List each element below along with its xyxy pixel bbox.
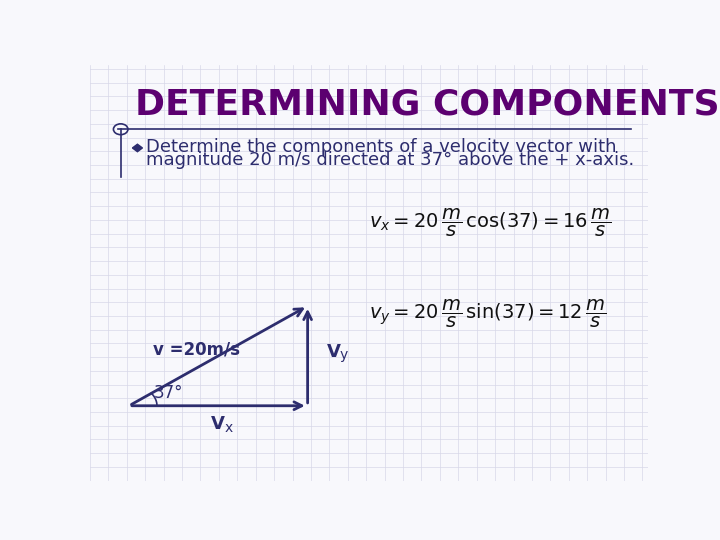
Text: v =20m/s: v =20m/s <box>153 341 240 359</box>
Text: y: y <box>339 348 348 362</box>
Text: Determine the components of a velocity vector with: Determine the components of a velocity v… <box>145 138 616 156</box>
Text: magnitude 20 m/s directed at 37° above the + x-axis.: magnitude 20 m/s directed at 37° above t… <box>145 151 634 170</box>
Text: x: x <box>224 421 233 435</box>
Text: V: V <box>327 343 341 361</box>
Polygon shape <box>132 144 143 152</box>
Text: V: V <box>212 415 225 434</box>
Text: $v_y = 20\,\dfrac{m}{s}\,\sin(37) = 12\,\dfrac{m}{s}$: $v_y = 20\,\dfrac{m}{s}\,\sin(37) = 12\,… <box>369 298 606 330</box>
Text: DETERMINING COMPONENTS: DETERMINING COMPONENTS <box>135 87 719 122</box>
Text: 37°: 37° <box>153 384 183 402</box>
Text: $v_x = 20\,\dfrac{m}{s}\,\cos(37) = 16\,\dfrac{m}{s}$: $v_x = 20\,\dfrac{m}{s}\,\cos(37) = 16\,… <box>369 207 611 239</box>
